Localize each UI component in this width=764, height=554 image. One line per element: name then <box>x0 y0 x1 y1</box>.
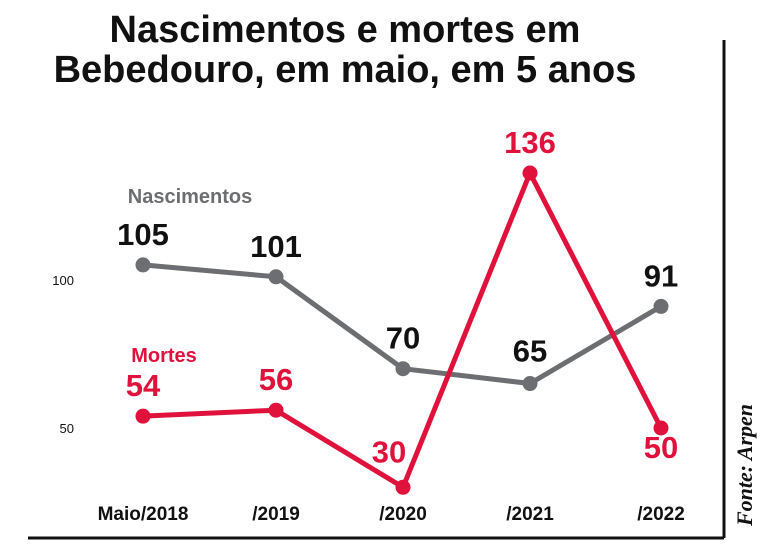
data-label: 136 <box>504 125 556 160</box>
data-label: 56 <box>259 362 293 397</box>
data-point <box>395 479 411 495</box>
data-point <box>268 269 284 285</box>
data-label: 30 <box>372 434 406 469</box>
chart-title: Nascimentos e mortes em Bebedouro, em ma… <box>0 10 690 90</box>
data-label: 65 <box>513 334 547 369</box>
x-tick-label: /2019 <box>252 504 300 525</box>
data-point <box>395 361 411 377</box>
series-label-mortes: Mortes <box>131 345 197 367</box>
data-label: 54 <box>126 368 161 403</box>
data-point <box>268 402 284 418</box>
data-label: 70 <box>386 321 420 356</box>
data-point <box>135 408 151 424</box>
chart-title-line-1: Nascimentos e mortes em <box>109 9 581 51</box>
series-label-nascimentos: Nascimentos <box>128 186 253 208</box>
data-label: 101 <box>250 229 302 264</box>
data-point <box>522 165 538 181</box>
source-credit-text: Fonte: Arpen <box>732 403 757 527</box>
data-point <box>135 257 151 273</box>
y-tick-label: 100 <box>52 273 74 288</box>
data-point <box>653 298 669 314</box>
data-label: 50 <box>644 430 678 465</box>
chart-title-line-2: Bebedouro, em maio, em 5 anos <box>53 49 637 91</box>
x-tick-label: /2022 <box>637 504 685 525</box>
data-label: 91 <box>644 258 678 293</box>
x-tick-label: /2021 <box>506 504 554 525</box>
data-label: 105 <box>117 217 169 252</box>
data-point <box>653 420 669 436</box>
y-tick-label: 50 <box>60 421 74 436</box>
x-tick-label: /2020 <box>379 504 427 525</box>
source-credit: Fonte: Arpen <box>730 385 760 545</box>
x-tick-label: Maio/2018 <box>98 504 189 525</box>
data-point <box>522 376 538 392</box>
